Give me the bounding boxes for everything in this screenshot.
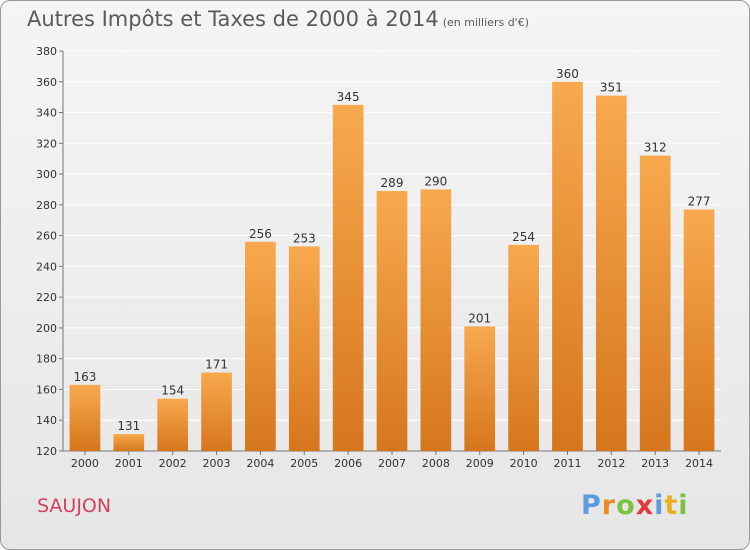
- bar: [113, 434, 145, 451]
- x-tick-label: 2007: [378, 457, 406, 470]
- x-tick-label: 2001: [115, 457, 143, 470]
- data-label: 256: [249, 227, 272, 241]
- y-tick-label: 220: [36, 291, 57, 304]
- y-tick-label: 140: [36, 414, 57, 427]
- data-label: 351: [600, 81, 623, 95]
- y-tick-label: 240: [36, 260, 57, 273]
- x-tick-label: 2014: [685, 457, 713, 470]
- bar: [245, 241, 276, 451]
- data-label: 277: [688, 194, 711, 208]
- bar: [332, 104, 364, 451]
- x-tick-label: 2013: [641, 457, 669, 470]
- data-label: 201: [468, 311, 491, 325]
- x-tick-label: 2005: [290, 457, 318, 470]
- bar: [288, 246, 320, 451]
- y-tick-label: 320: [36, 137, 57, 150]
- bar: [595, 95, 627, 451]
- data-label: 345: [337, 90, 360, 104]
- x-tick-label: 2009: [466, 457, 494, 470]
- x-tick-label: 2010: [510, 457, 538, 470]
- proxiti-logo: Proxiti: [581, 490, 689, 521]
- y-tick-label: 180: [36, 353, 57, 366]
- y-tick-label: 200: [36, 322, 57, 335]
- x-tick-label: 2003: [203, 457, 231, 470]
- data-label: 154: [161, 384, 184, 398]
- bar: [69, 384, 101, 451]
- bar: [639, 155, 671, 451]
- data-label: 290: [424, 174, 447, 188]
- bar: [420, 189, 452, 451]
- data-label: 171: [205, 358, 228, 372]
- y-tick-label: 300: [36, 168, 57, 181]
- x-tick-label: 2004: [246, 457, 274, 470]
- title-text: Autres Impôts et Taxes de 2000 à 2014: [27, 7, 439, 31]
- bar: [376, 191, 408, 451]
- x-tick-label: 2012: [597, 457, 625, 470]
- x-tick-label: 2000: [71, 457, 99, 470]
- data-label: 254: [512, 230, 535, 244]
- unit-label: (en milliers d'€): [442, 16, 529, 29]
- bar: [508, 244, 539, 451]
- y-tick-label: 380: [36, 45, 57, 58]
- y-tick-label: 280: [36, 199, 57, 212]
- data-label: 253: [293, 231, 316, 245]
- commune-name: SAUJON: [37, 495, 112, 517]
- data-label: 289: [381, 176, 404, 190]
- x-tick-label: 2008: [422, 457, 450, 470]
- y-tick-label: 160: [36, 383, 57, 396]
- y-tick-label: 260: [36, 230, 57, 243]
- y-tick-label: 360: [36, 76, 57, 89]
- data-label: 131: [117, 419, 140, 433]
- bar: [157, 398, 189, 451]
- data-label: 312: [644, 141, 667, 155]
- data-label: 360: [556, 67, 579, 81]
- bar: [464, 326, 496, 451]
- y-tick-label: 120: [36, 445, 57, 458]
- y-tick-label: 340: [36, 107, 57, 120]
- bar: [201, 372, 232, 451]
- x-tick-label: 2002: [159, 457, 187, 470]
- data-label: 163: [73, 370, 96, 384]
- bar: [552, 81, 583, 452]
- chart-title: Autres Impôts et Taxes de 2000 à 2014 (en…: [27, 7, 529, 31]
- x-tick-label: 2011: [553, 457, 581, 470]
- bar: [683, 209, 715, 451]
- x-tick-label: 2006: [334, 457, 362, 470]
